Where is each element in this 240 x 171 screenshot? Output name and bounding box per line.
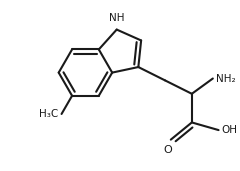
Text: NH: NH: [109, 13, 125, 23]
Text: H₃C: H₃C: [39, 109, 59, 119]
Text: OH: OH: [222, 125, 237, 135]
Text: O: O: [164, 145, 172, 155]
Text: NH₂: NH₂: [216, 74, 235, 83]
